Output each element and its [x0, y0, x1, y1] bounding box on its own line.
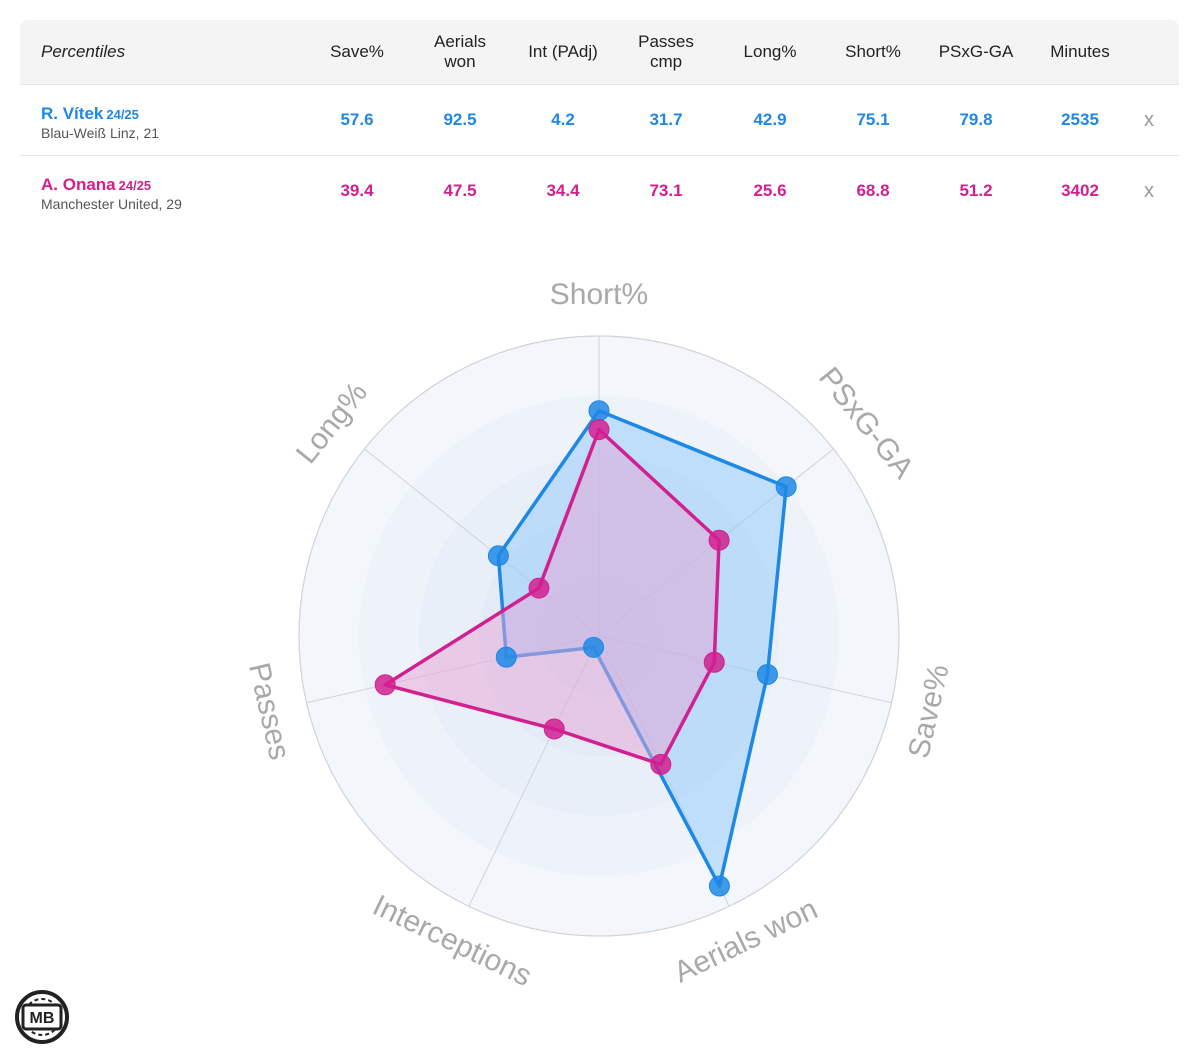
stat-cell: 4.2 [551, 110, 575, 129]
comparison-table: Percentiles Save% Aerials won Int (PAdj) Pas… [20, 20, 1179, 226]
data-point [650, 753, 672, 775]
column-header[interactable]: Short% [845, 42, 901, 61]
column-header[interactable]: PSxG-GA [938, 42, 1014, 61]
axis-label: Save% [902, 661, 955, 761]
stat-cell: 3402 [1061, 181, 1099, 200]
axis-label: Short% [550, 278, 648, 311]
player-name[interactable]: A. Onana 24/25 [41, 175, 152, 194]
column-header[interactable]: Long% [743, 42, 797, 61]
column-header[interactable]: Int (PAdj) [528, 42, 598, 61]
column-header[interactable]: Passes cmp [638, 32, 694, 71]
remove-player-button[interactable]: x [1144, 108, 1154, 131]
data-point [528, 577, 550, 599]
stat-cell: 31.7 [649, 110, 683, 129]
stat-cell: 42.9 [753, 110, 787, 129]
player-club: Blau-Weiß Linz, 21 [41, 125, 160, 141]
stat-cell: 34.4 [546, 181, 580, 200]
table-body: R. Vítek 24/25 Blau-Weiß Linz, 21 57.6 92.5 4… [20, 85, 1179, 226]
data-point [487, 545, 509, 567]
data-point [756, 663, 778, 685]
stat-cell: 75.1 [856, 110, 890, 129]
data-point [543, 718, 565, 740]
series-area [383, 427, 721, 767]
stat-cell: 51.2 [959, 181, 993, 200]
column-header[interactable]: Save% [330, 42, 384, 61]
column-header[interactable]: Aerials won [434, 32, 486, 71]
player-name[interactable]: R. Vítek 24/25 [41, 104, 139, 123]
data-point [495, 646, 517, 668]
data-point [708, 875, 730, 897]
player-row: A. Onana 24/25 Manchester United, 29 39.4 47… [20, 156, 1179, 226]
stat-cell: 73.1 [649, 181, 683, 200]
data-point [703, 651, 725, 673]
stat-cell: 79.8 [959, 110, 993, 129]
header-percentiles: Percentiles [41, 42, 126, 61]
player-season: 24/25 [118, 178, 152, 193]
remove-player-button[interactable]: x [1144, 179, 1154, 202]
player-season: 24/25 [106, 107, 139, 122]
stat-cell: 25.6 [753, 181, 787, 200]
table-header: Percentiles Save% Aerials won Int (PAdj) Pas… [20, 20, 1179, 85]
stat-cell: 39.4 [340, 181, 374, 200]
stat-cell: 68.8 [856, 181, 890, 200]
stat-cell: 92.5 [443, 110, 477, 129]
stat-cell: 47.5 [443, 181, 477, 200]
column-header[interactable]: Minutes [1050, 42, 1110, 61]
logo-text: MB [30, 1010, 55, 1027]
stat-cell: 57.6 [340, 110, 374, 129]
axis-label: Passes [242, 660, 296, 763]
player-club: Manchester United, 29 [41, 196, 182, 212]
player-row: R. Vítek 24/25 Blau-Weiß Linz, 21 57.6 92.5 4… [20, 85, 1179, 156]
data-point [708, 529, 730, 551]
data-point [588, 419, 610, 441]
data-point [775, 476, 797, 498]
stat-cell: 2535 [1061, 110, 1099, 129]
mb-logo: MB [15, 990, 69, 1044]
data-point [588, 400, 610, 422]
data-point [374, 674, 396, 696]
data-point [583, 636, 605, 658]
